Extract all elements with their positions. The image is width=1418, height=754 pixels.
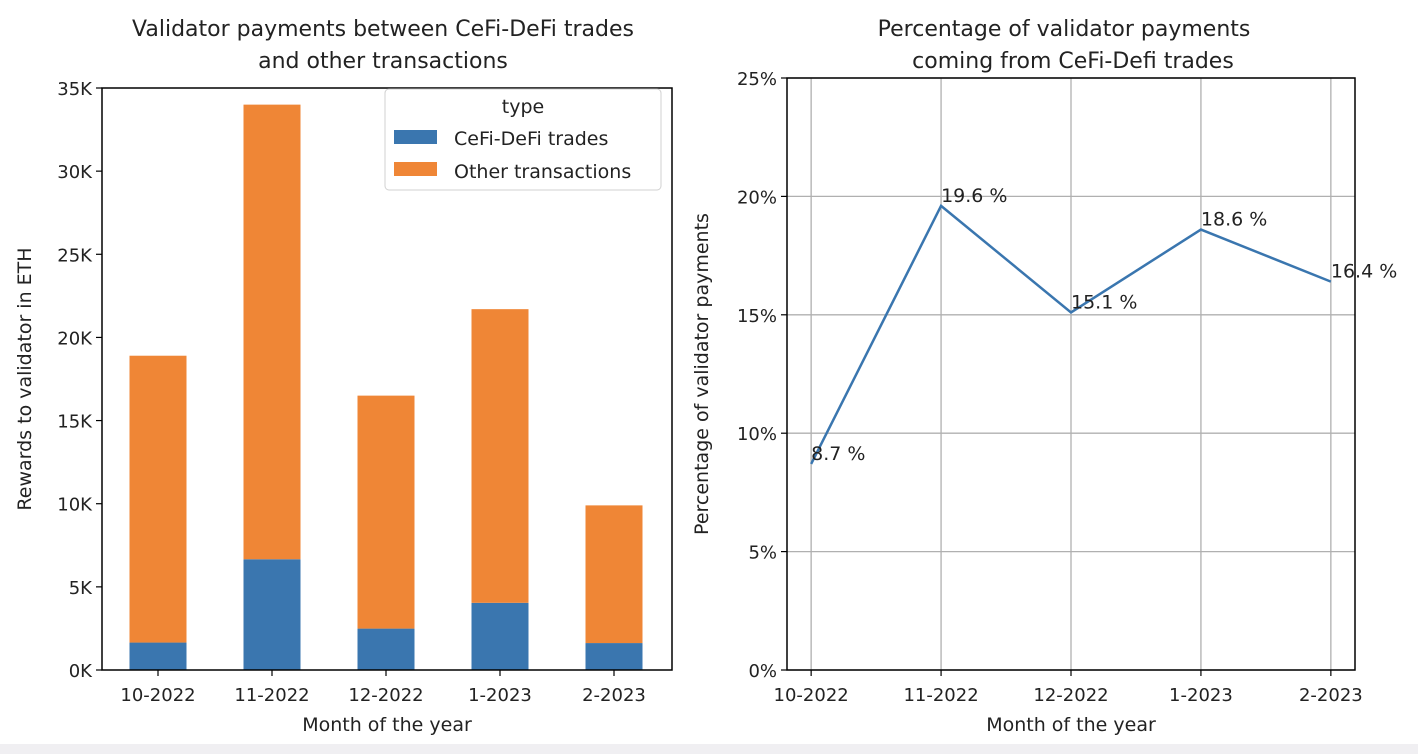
y-axis-ticks: 0K 5K 10K 15K 20K 25K 30K 35K [57,79,102,682]
bar-cefi-defi-10-2022 [129,642,187,670]
bar-cefi-defi-1-2023 [471,602,529,670]
x-axis-ticks: 10-2022 11-2022 12-2022 1-2023 2-2023 [120,670,646,706]
legend-title: type [502,96,544,118]
line-chart: Percentage of validator payments coming … [691,17,1397,736]
bar-other-2-2023 [585,505,643,644]
bar-other-12-2022 [357,395,415,629]
bar-cefi-defi-12-2022 [357,628,415,670]
y-tick-label: 20K [57,328,93,349]
x-tick-label: 1-2023 [1169,685,1233,706]
y-tick-label: 35K [57,79,93,100]
y-tick-label: 20% [737,187,777,208]
x-tick-label: 10-2022 [774,685,849,706]
bar-other-1-2023 [471,309,529,603]
legend-swatch-cefi-defi [394,130,437,144]
x-axis-ticks: 10-2022 11-2022 12-2022 1-2023 2-2023 [774,670,1363,706]
plot-area-frame [101,87,673,671]
bar-cefi-defi-11-2022 [243,559,301,670]
y-axis-label: Rewards to validator in ETH [14,247,36,510]
stacked-bar-chart: Validator payments between CeFi-DeFi tra… [14,17,673,736]
chart-title-line-2: coming from CeFi-Defi trades [912,49,1234,74]
y-tick-label: 0K [69,661,93,682]
y-tick-label: 5K [69,578,93,599]
x-tick-label: 2-2023 [1299,685,1363,706]
bars [129,104,643,670]
y-axis-label: Percentage of validator payments [691,213,713,535]
grid [787,77,1355,671]
y-tick-label: 5% [748,543,777,564]
y-tick-label: 0% [748,661,777,682]
data-label-12-2022: 15.1 % [1071,291,1137,313]
y-tick-label: 25% [737,69,777,90]
x-tick-label: 10-2022 [120,685,195,706]
data-labels: 8.7 % 19.6 % 15.1 % 18.6 % 16.4 % [811,185,1397,465]
x-tick-label: 11-2022 [903,685,978,706]
y-tick-label: 10% [737,424,777,445]
x-axis-label: Month of the year [986,714,1156,736]
y-tick-label: 25K [57,245,93,266]
chart-title-line-2: and other transactions [258,49,508,74]
data-label-2-2023: 16.4 % [1331,261,1397,283]
y-axis-ticks: 0% 5% 10% 15% 20% 25% [737,69,787,682]
y-tick-label: 15% [737,306,777,327]
y-tick-label: 30K [57,162,93,183]
data-label-10-2022: 8.7 % [811,443,865,465]
bar-other-11-2022 [243,104,301,560]
chart-title-line-1: Percentage of validator payments [878,17,1251,42]
bar-cefi-defi-2-2023 [585,643,643,670]
legend-label-cefi-defi: CeFi-DeFi trades [454,128,608,150]
y-tick-label: 10K [57,495,93,516]
x-axis-label: Month of the year [302,714,472,736]
data-label-11-2022: 19.6 % [941,185,1007,207]
legend-swatch-other [394,162,437,176]
x-tick-label: 2-2023 [582,685,646,706]
legend-box [384,88,662,191]
x-tick-label: 11-2022 [234,685,309,706]
window-bottom-edge [0,744,1418,754]
x-tick-label: 1-2023 [468,685,532,706]
bar-other-10-2022 [129,355,187,643]
legend: type CeFi-DeFi trades Other transactions [384,88,662,191]
legend-label-other: Other transactions [454,161,631,183]
x-tick-label: 12-2022 [348,685,423,706]
x-tick-label: 12-2022 [1033,685,1108,706]
chart-title-line-1: Validator payments between CeFi-DeFi tra… [132,17,634,42]
y-tick-label: 15K [57,412,93,433]
data-label-1-2023: 18.6 % [1201,209,1267,231]
